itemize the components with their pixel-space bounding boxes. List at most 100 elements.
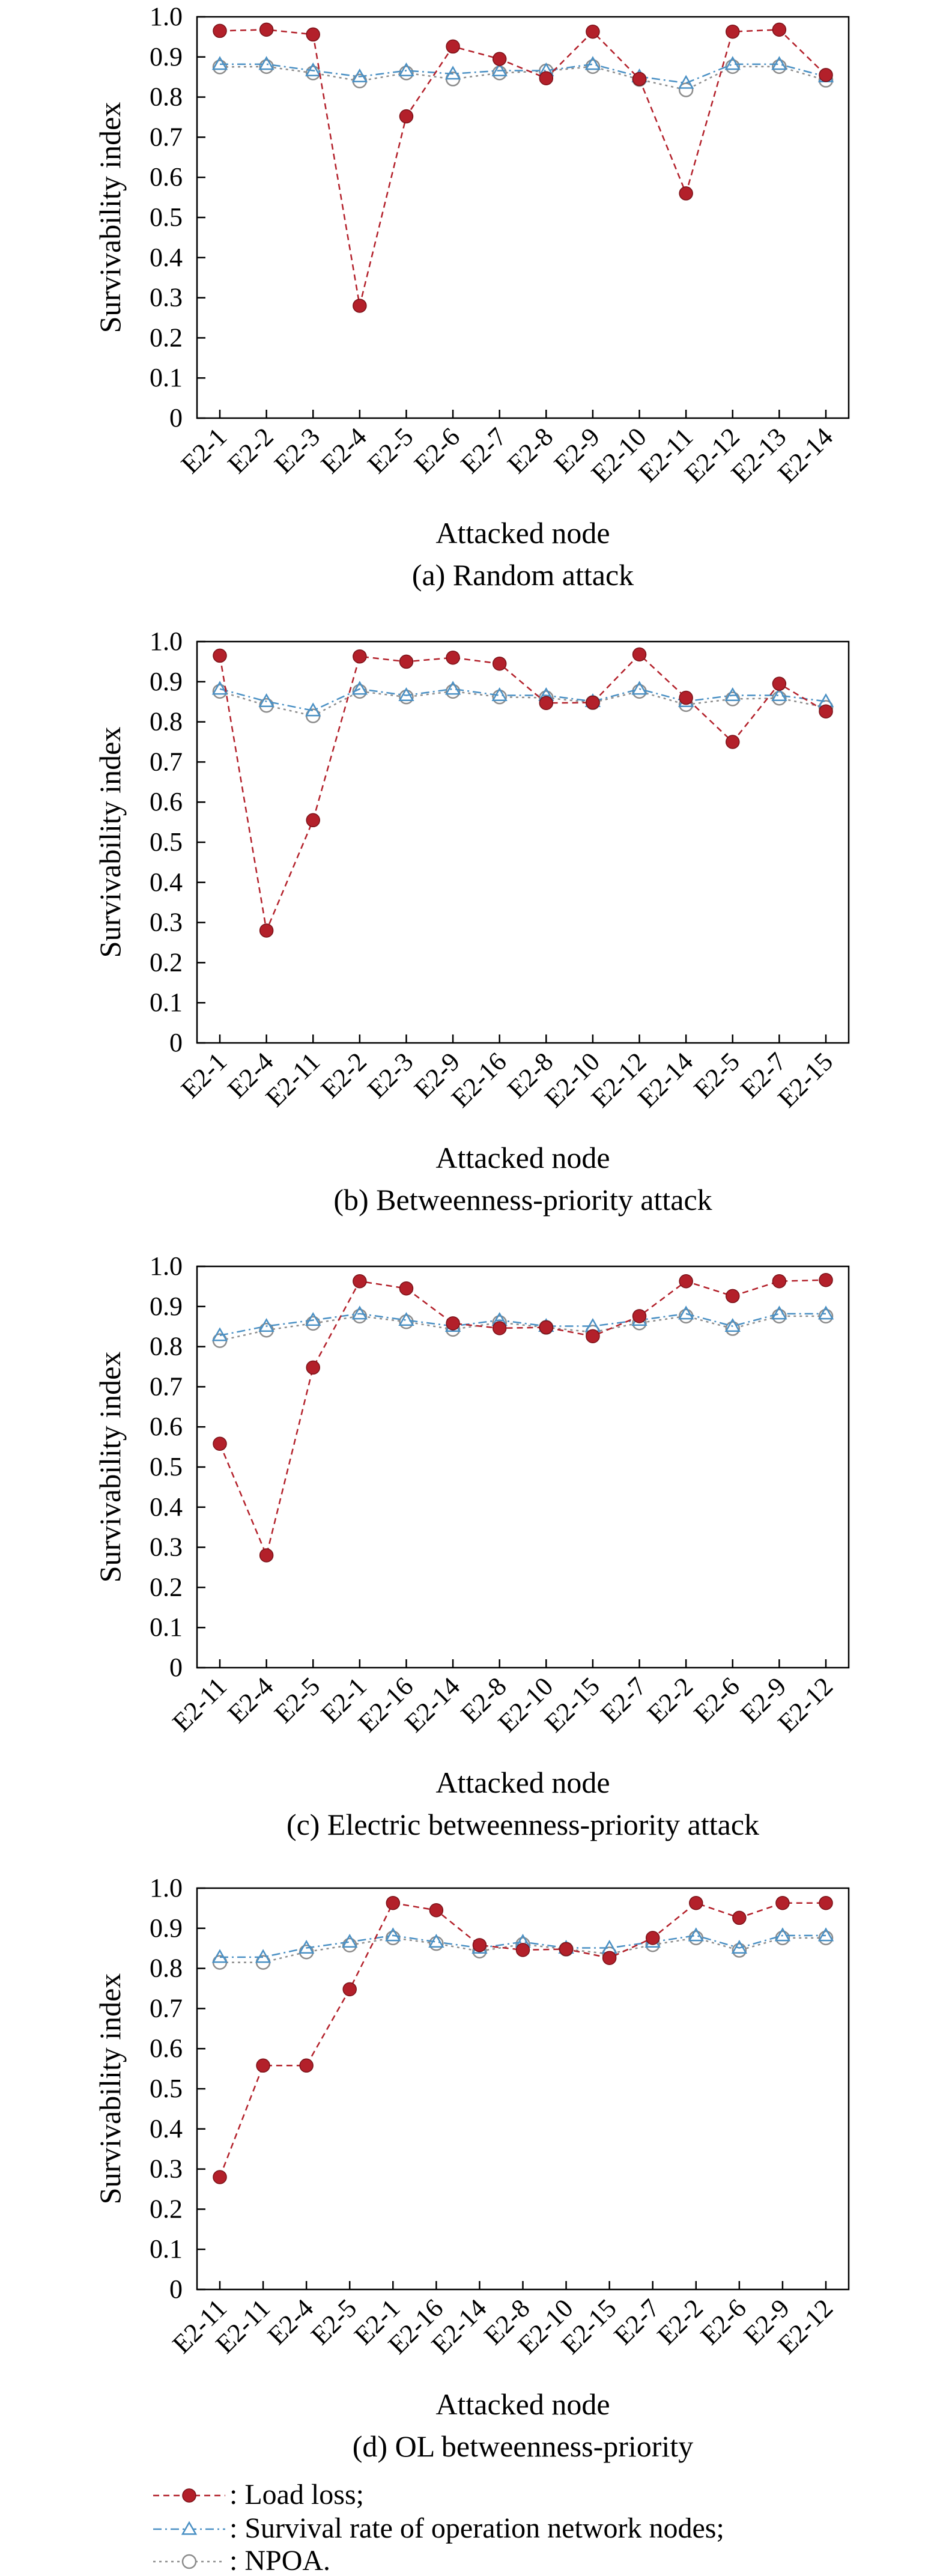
survival-rate-point bbox=[258, 1318, 274, 1332]
x-axis-label: Attacked node bbox=[435, 1766, 610, 1799]
load-loss-point bbox=[429, 1903, 444, 1918]
load-loss-point bbox=[819, 1272, 833, 1287]
survival-rate-point bbox=[385, 1927, 401, 1942]
y-tick-label: 0.8 bbox=[150, 1332, 183, 1361]
load-loss-point bbox=[213, 23, 227, 38]
survival-rate-point bbox=[342, 1933, 358, 1948]
survival-rate-point bbox=[351, 681, 368, 695]
y-tick-label: 0.4 bbox=[150, 2114, 183, 2143]
survival-rate-point bbox=[678, 74, 694, 89]
y-tick-label: 0.6 bbox=[150, 1412, 183, 1441]
y-tick-label: 0.3 bbox=[150, 2154, 183, 2184]
load-loss-point bbox=[586, 24, 600, 39]
y-tick-label: 0.8 bbox=[150, 82, 183, 112]
load-loss-point bbox=[492, 656, 507, 671]
y-tick-label: 0 bbox=[169, 1028, 183, 1057]
legend: : Load loss;: Survival rate of operation… bbox=[153, 2479, 724, 2576]
load-loss-point bbox=[306, 1360, 320, 1375]
y-tick-label: 0.8 bbox=[150, 1954, 183, 1983]
y-tick-label: 0.2 bbox=[150, 947, 183, 977]
load-loss-point bbox=[259, 1548, 274, 1563]
legend-entry-3: : NPOA. bbox=[153, 2545, 330, 2576]
load-loss-point bbox=[819, 1895, 833, 1910]
y-axis-label: Survivability index bbox=[93, 727, 127, 958]
load-loss-point bbox=[539, 696, 554, 710]
survival-rate-point bbox=[771, 687, 787, 702]
legend-label: : Load loss; bbox=[229, 2479, 364, 2511]
load-loss-point bbox=[632, 647, 647, 662]
load-loss-point bbox=[559, 1942, 574, 1957]
y-tick-label: 0.3 bbox=[150, 283, 183, 312]
load-loss-point bbox=[539, 71, 554, 85]
y-tick-label: 0.7 bbox=[150, 1993, 183, 2023]
series-line bbox=[219, 1313, 826, 1337]
survival-rate-point bbox=[398, 687, 414, 702]
load-loss-point bbox=[472, 1938, 487, 1952]
survival-rate-point bbox=[398, 1311, 414, 1326]
y-tick-label: 0.7 bbox=[150, 122, 183, 151]
load-loss-point bbox=[632, 71, 647, 87]
y-tick-label: 0.7 bbox=[150, 747, 183, 776]
series-line bbox=[219, 1315, 826, 1341]
survival-rate-point bbox=[305, 702, 321, 717]
load-loss-point bbox=[213, 1436, 227, 1451]
y-tick-label: 0.4 bbox=[150, 867, 183, 897]
load-loss-point bbox=[726, 24, 740, 39]
survival-rate-point bbox=[678, 1305, 694, 1320]
survival-rate-point bbox=[398, 62, 414, 77]
y-axis-label: Survivability index bbox=[93, 1352, 127, 1583]
npoa-point bbox=[678, 82, 694, 97]
y-tick-label: 0.1 bbox=[150, 363, 183, 392]
panel-caption: (d) OL betweenness-priority bbox=[353, 2429, 693, 2463]
legend-entry-2: : Survival rate of operation network nod… bbox=[153, 2512, 724, 2544]
y-tick-label: 0.6 bbox=[150, 2034, 183, 2063]
load-loss-point bbox=[772, 676, 787, 691]
series-line bbox=[219, 688, 826, 712]
legend-marker bbox=[181, 2554, 197, 2569]
load-loss-point bbox=[399, 1281, 414, 1296]
y-tick-label: 0.5 bbox=[150, 2074, 183, 2103]
y-tick-label: 1.0 bbox=[150, 1873, 183, 1903]
y-tick-label: 0.9 bbox=[150, 1913, 183, 1943]
load-loss-point bbox=[586, 695, 600, 710]
survival-rate-point bbox=[305, 1311, 321, 1326]
load-loss-point bbox=[213, 2170, 227, 2184]
load-loss-point bbox=[586, 1329, 600, 1343]
y-tick-label: 0.5 bbox=[150, 1452, 183, 1481]
y-tick-label: 0.9 bbox=[150, 1292, 183, 1321]
legend-label: : Survival rate of operation network nod… bbox=[229, 2512, 724, 2544]
survival-rate-point bbox=[255, 1949, 271, 1963]
series-0 bbox=[213, 1272, 833, 1563]
x-axis-label: Attacked node bbox=[435, 516, 610, 550]
survival-rate-point bbox=[298, 1940, 315, 1954]
survival-rate-point bbox=[444, 65, 461, 80]
load-loss-point bbox=[353, 649, 367, 664]
series-0 bbox=[213, 647, 833, 938]
x-axis-label: Attacked node bbox=[435, 2387, 610, 2421]
legend-marker bbox=[181, 2521, 198, 2535]
load-loss-point bbox=[492, 1321, 507, 1335]
y-tick-label: 0.1 bbox=[150, 1612, 183, 1642]
survival-rate-point bbox=[428, 1933, 444, 1948]
y-tick-label: 0.6 bbox=[150, 787, 183, 816]
survival-rate-point bbox=[774, 1927, 791, 1942]
load-loss-point bbox=[213, 648, 227, 663]
y-tick-label: 0.3 bbox=[150, 908, 183, 937]
series-line bbox=[220, 63, 826, 84]
load-loss-point bbox=[446, 39, 460, 54]
survival-rate-point bbox=[771, 1305, 787, 1320]
survival-rate-point bbox=[491, 62, 508, 77]
survival-rate-point bbox=[211, 1949, 228, 1963]
survival-rate-point bbox=[817, 1305, 834, 1320]
load-loss-point bbox=[772, 22, 787, 37]
legend-marker bbox=[182, 2488, 196, 2503]
series-0 bbox=[213, 1895, 833, 2184]
load-loss-point bbox=[353, 299, 367, 313]
load-loss-point bbox=[602, 1951, 617, 1965]
survival-rate-point bbox=[258, 693, 274, 708]
y-tick-label: 0.2 bbox=[150, 1572, 183, 1602]
survival-rate-point bbox=[631, 681, 647, 695]
survival-rate-point bbox=[731, 1940, 748, 1954]
